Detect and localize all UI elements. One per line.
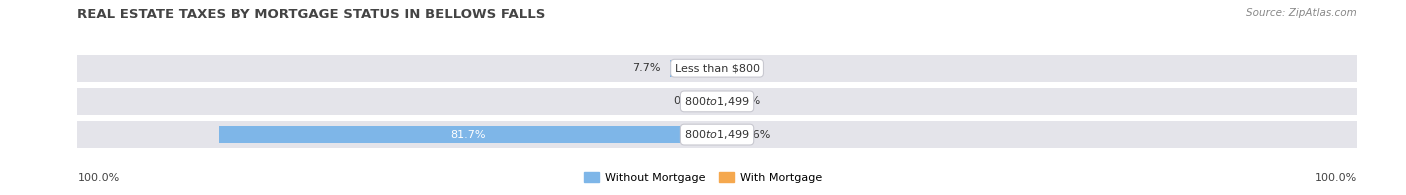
Text: Less than $800: Less than $800 — [675, 63, 759, 73]
Text: $800 to $1,499: $800 to $1,499 — [685, 95, 749, 108]
Bar — [671, 60, 717, 77]
Bar — [219, 126, 717, 143]
Text: 0.0%: 0.0% — [733, 63, 761, 73]
Text: Source: ZipAtlas.com: Source: ZipAtlas.com — [1246, 8, 1357, 18]
Text: 7.7%: 7.7% — [633, 63, 661, 73]
Legend: Without Mortgage, With Mortgage: Without Mortgage, With Mortgage — [579, 168, 827, 188]
Text: 0.0%: 0.0% — [673, 96, 702, 106]
Text: REAL ESTATE TAXES BY MORTGAGE STATUS IN BELLOWS FALLS: REAL ESTATE TAXES BY MORTGAGE STATUS IN … — [77, 8, 546, 21]
Text: 100.0%: 100.0% — [1315, 173, 1357, 183]
Text: 100.0%: 100.0% — [77, 173, 120, 183]
Text: 81.7%: 81.7% — [450, 130, 486, 140]
Text: 2.6%: 2.6% — [742, 130, 770, 140]
Text: $800 to $1,499: $800 to $1,499 — [685, 128, 749, 141]
Text: 0.0%: 0.0% — [733, 96, 761, 106]
Bar — [717, 126, 733, 143]
